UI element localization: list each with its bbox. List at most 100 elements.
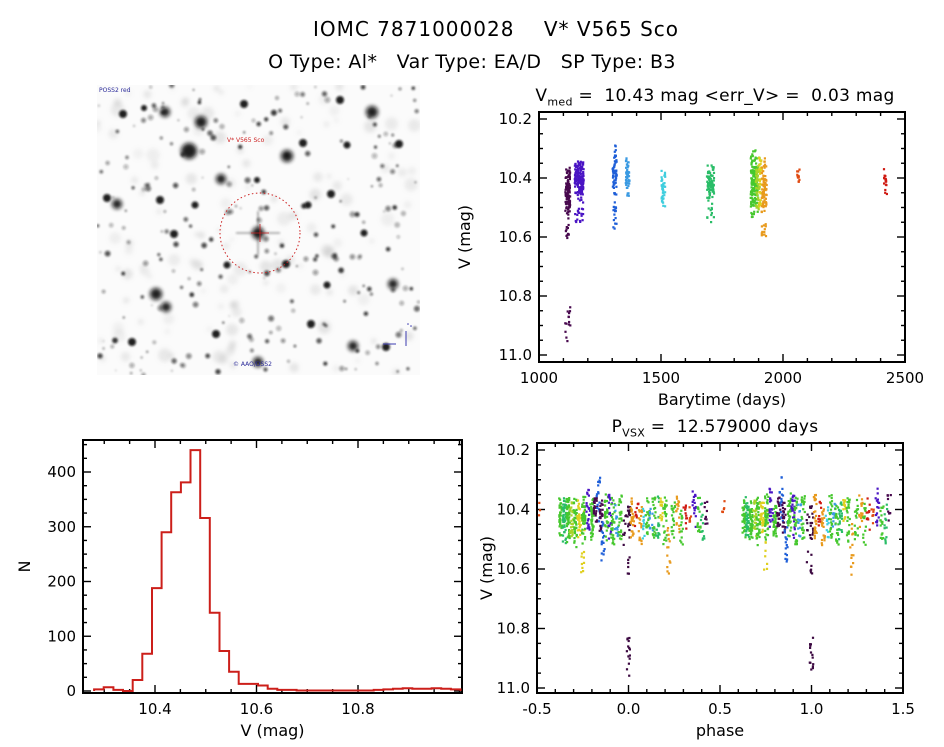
finding-chart-survey-label: POSS2 red xyxy=(99,87,131,94)
data-cluster xyxy=(696,496,702,533)
data-cluster xyxy=(862,502,867,546)
data-cluster xyxy=(812,493,818,540)
data-cluster xyxy=(655,495,661,539)
svg-text:1000: 1000 xyxy=(520,369,558,387)
data-cluster xyxy=(883,503,889,545)
data-cluster xyxy=(600,521,606,562)
data-cluster xyxy=(870,508,875,525)
hist-yaxis-label: N xyxy=(15,561,34,573)
period-value-text: = 12.579000 days xyxy=(645,417,819,437)
svg-text:0.0: 0.0 xyxy=(617,700,641,718)
data-cluster xyxy=(682,504,688,530)
data-cluster xyxy=(808,636,815,671)
svg-text:10.4: 10.4 xyxy=(499,169,532,187)
hist-axes xyxy=(82,439,463,694)
data-cluster xyxy=(648,507,654,532)
svg-text:10.6: 10.6 xyxy=(497,560,530,578)
data-cluster xyxy=(691,490,697,528)
target-circle-marker xyxy=(219,192,301,274)
data-cluster xyxy=(617,494,623,541)
data-cluster xyxy=(796,168,801,183)
period-subscript: VSX xyxy=(622,426,646,440)
data-cluster xyxy=(703,500,709,525)
data-cluster xyxy=(666,527,672,575)
svg-text:11.0: 11.0 xyxy=(497,679,530,697)
data-cluster xyxy=(759,501,765,534)
compass-marks xyxy=(383,323,412,346)
starfield-texture xyxy=(97,85,420,375)
svg-text:10.6: 10.6 xyxy=(240,700,273,718)
data-cluster xyxy=(592,496,599,523)
starfield-stars xyxy=(97,85,420,375)
finding-chart-target-label: V* V565 Sco xyxy=(227,137,265,144)
data-cluster xyxy=(576,499,582,539)
data-cluster xyxy=(670,501,677,539)
page-subtitle: O Type: Al* Var Type: EA/D SP Type: B3 xyxy=(268,51,676,73)
bary-ticks xyxy=(538,112,906,362)
data-cluster xyxy=(800,495,806,540)
data-cluster xyxy=(828,494,834,539)
data-cluster xyxy=(537,501,542,517)
vmed-symbol: V xyxy=(535,86,548,106)
data-cluster xyxy=(706,206,715,224)
finding-chart-image xyxy=(97,85,420,375)
svg-text:1.0: 1.0 xyxy=(800,700,824,718)
svg-text:1.5: 1.5 xyxy=(891,700,915,718)
data-cluster xyxy=(558,497,564,537)
magnitude-histogram-plot: 10.4 10.6 10.8 0 100 200 300 400 V (mag) N xyxy=(15,439,463,740)
data-cluster xyxy=(760,157,768,214)
svg-text:-0.5: -0.5 xyxy=(522,700,551,718)
svg-text:100: 100 xyxy=(47,627,76,645)
data-cluster xyxy=(580,495,587,545)
data-cluster xyxy=(629,497,635,539)
period-symbol: P xyxy=(611,417,623,437)
target-cross-marker xyxy=(251,224,269,242)
svg-text:2500: 2500 xyxy=(886,369,924,387)
histogram-outline xyxy=(93,449,462,692)
data-cluster xyxy=(760,223,768,238)
data-cluster xyxy=(837,501,844,541)
phase-folded-plot: -0.5 0.0 0.5 1.0 1.5 10.2 10.4 10.6 10.8 11.0 phas… xyxy=(477,441,915,740)
data-cluster xyxy=(626,556,631,575)
data-cluster xyxy=(776,496,782,528)
data-cluster xyxy=(611,144,618,196)
data-cluster xyxy=(660,169,667,208)
data-cluster xyxy=(882,168,888,196)
data-cluster xyxy=(764,493,770,541)
data-cluster xyxy=(842,499,847,522)
phase-yaxis-label: V (mag) xyxy=(477,536,496,600)
data-cluster xyxy=(612,201,618,230)
data-cluster xyxy=(783,521,789,563)
data-cluster xyxy=(853,498,860,541)
vmed-subscript: med xyxy=(547,95,573,109)
svg-text:1500: 1500 xyxy=(642,369,680,387)
svg-text:10.8: 10.8 xyxy=(499,287,532,305)
data-cluster xyxy=(805,513,811,564)
svg-text:200: 200 xyxy=(47,573,76,591)
phase-ticks xyxy=(536,443,904,693)
data-cluster xyxy=(790,494,796,539)
data-cluster xyxy=(574,197,585,224)
svg-text:300: 300 xyxy=(47,518,76,536)
phase-plot-title: PVSX = 12.579000 days xyxy=(480,417,944,439)
data-cluster xyxy=(561,497,568,545)
page-title: IOMC 7871000028 V* V565 Sco xyxy=(312,17,680,41)
data-cluster xyxy=(658,497,664,522)
data-cluster xyxy=(573,160,585,199)
svg-text:10.8: 10.8 xyxy=(497,620,530,638)
data-cluster xyxy=(662,496,668,546)
data-cluster xyxy=(758,156,763,208)
svg-text:10.6: 10.6 xyxy=(499,228,532,246)
data-cluster xyxy=(564,166,572,216)
data-cluster xyxy=(865,497,871,531)
data-cluster xyxy=(721,500,726,514)
phase-xaxis-label: phase xyxy=(696,721,744,740)
data-cluster xyxy=(748,500,754,541)
bary-xaxis-label: Barytime (days) xyxy=(658,390,786,409)
data-cluster xyxy=(603,493,610,542)
data-cluster xyxy=(874,487,881,527)
data-cluster xyxy=(651,496,657,539)
data-cluster xyxy=(754,156,761,211)
svg-text:10.4: 10.4 xyxy=(497,501,530,519)
data-cluster xyxy=(585,488,592,531)
